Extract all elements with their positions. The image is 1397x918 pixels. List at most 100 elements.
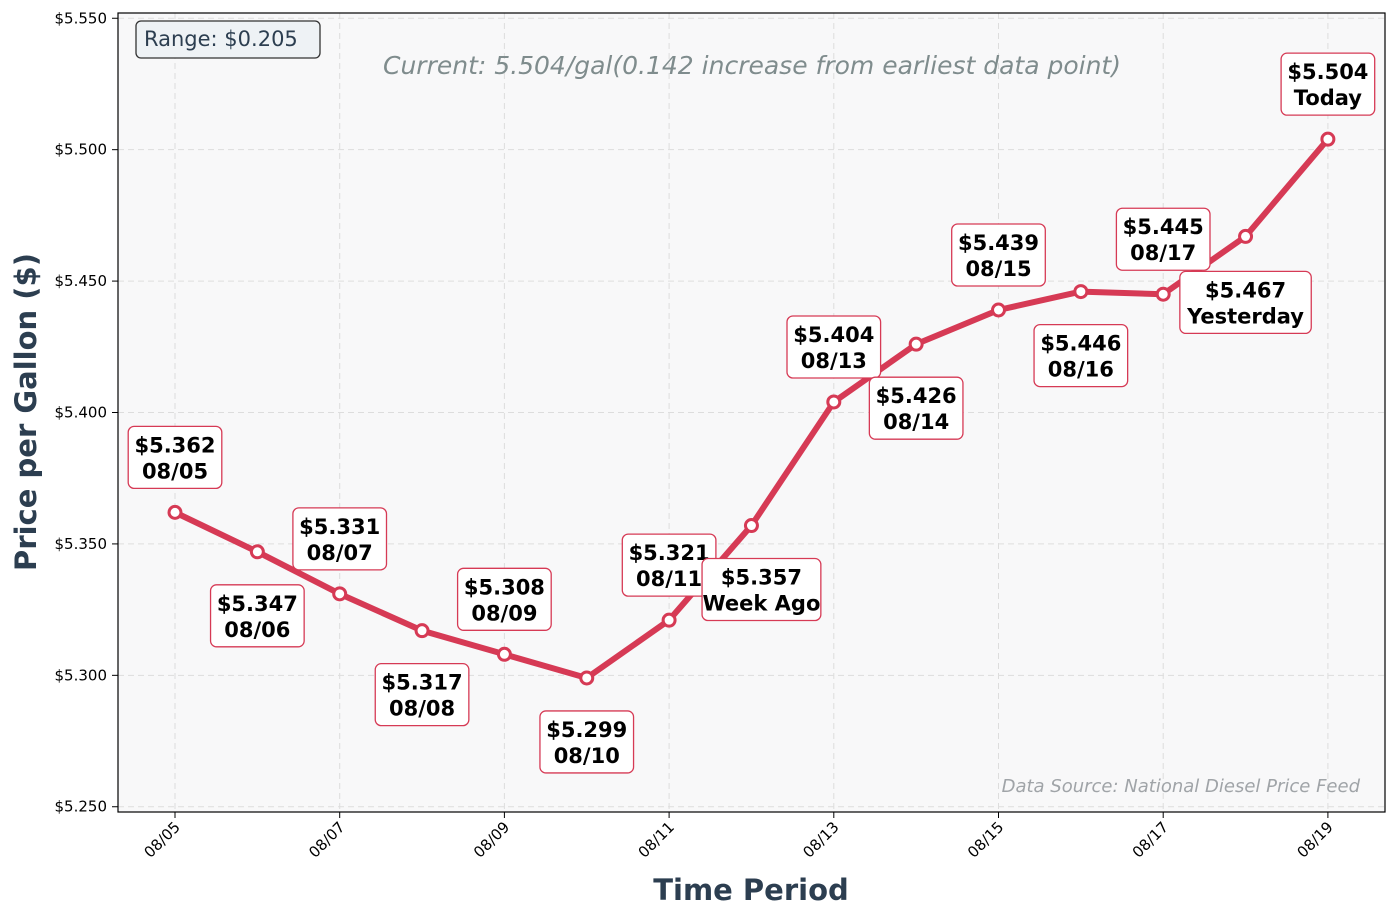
y-tick-label: $5.500 (55, 141, 108, 159)
point-label-price: $5.404 (793, 323, 874, 347)
data-point (908, 336, 924, 352)
point-label-date: 08/17 (1130, 241, 1196, 265)
point-label-date: 08/08 (389, 697, 455, 721)
data-point (579, 670, 595, 686)
point-label-price: $5.317 (382, 671, 463, 695)
point-label-date: 08/10 (554, 744, 620, 768)
y-tick-label: $5.400 (55, 404, 108, 422)
point-label-price: $5.504 (1287, 60, 1368, 84)
x-tick-label: 08/07 (305, 818, 348, 861)
point-label-date: 08/16 (1048, 358, 1114, 382)
data-point (167, 504, 183, 520)
point-label-box (868, 376, 964, 440)
point-label-date: 08/14 (883, 410, 949, 434)
x-tick-label: 08/09 (470, 818, 513, 861)
point-label-date: 08/05 (142, 459, 208, 483)
point-label-price: $5.347 (217, 592, 298, 616)
point-label-date: 08/07 (307, 541, 373, 565)
point-label-date: 08/13 (801, 349, 867, 373)
x-tick-label: 08/17 (1129, 818, 1172, 861)
x-tick-label: 08/19 (1293, 818, 1336, 861)
point-label-date: 08/11 (636, 567, 702, 591)
point-label-date: Week Ago (703, 592, 821, 616)
point-label-date: 08/09 (471, 601, 537, 625)
current-annotation: Current: 5.504/gal(0.142 increase from e… (383, 51, 1121, 80)
point-label-box (209, 584, 305, 648)
data-point (991, 302, 1006, 318)
point-label-price: $5.446 (1040, 332, 1121, 356)
range-text: Range: $0.205 (144, 27, 298, 51)
y-tick-label: $5.550 (55, 9, 108, 27)
point-label-box (456, 567, 552, 631)
point-label-box (1033, 323, 1129, 388)
point-label-price: $5.308 (464, 575, 545, 599)
range-box (135, 20, 321, 59)
source-annotation: Data Source: National Diesel Price Feed (1002, 776, 1361, 797)
point-label-box (539, 710, 635, 774)
point-label-box (1280, 52, 1376, 116)
data-point (249, 544, 265, 560)
point-label-price: $5.467 (1205, 278, 1286, 302)
point-label-price: $5.362 (134, 433, 215, 457)
data-point (414, 623, 430, 639)
point-label-layer: $5.36208/05$5.34708/06$5.33108/07$5.3170… (127, 52, 1376, 774)
point-label-price: $5.445 (1123, 215, 1204, 239)
x-tick-label: 08/11 (635, 818, 678, 861)
point-label-box (374, 662, 470, 727)
data-point (1155, 286, 1171, 302)
data-point (332, 586, 348, 602)
point-label-date: Today (1294, 86, 1363, 110)
point-label-price: $5.331 (299, 515, 380, 539)
point-label-price: $5.299 (546, 718, 627, 742)
y-tick-label: $5.450 (55, 272, 108, 290)
point-label-date: 08/15 (965, 257, 1031, 281)
range-annotation: Range: $0.205 (135, 20, 321, 59)
data-point (496, 646, 512, 662)
data-point (1073, 284, 1089, 300)
point-label-date: 08/06 (224, 618, 290, 642)
y-tick-label: $5.250 (55, 798, 108, 816)
point-label-price: $5.357 (721, 566, 802, 590)
point-label-box (1179, 270, 1312, 335)
y-axis: $5.250 $5.300 $5.350 $5.400 $5.450 $5.500 $5.5… (55, 9, 118, 816)
y-tick-label: $5.300 (55, 666, 108, 684)
point-label-date: Yesterday (1186, 304, 1304, 328)
point-label-box (1115, 207, 1211, 271)
x-tick-label: 08/15 (964, 818, 1007, 861)
point-label-price: $5.321 (629, 541, 710, 565)
point-label-box (701, 557, 822, 622)
data-point (743, 518, 759, 534)
data-point (1320, 131, 1336, 147)
point-label-price: $5.426 (876, 384, 957, 408)
y-axis-label: Price per Gallon ($) (9, 253, 43, 571)
data-point (826, 394, 842, 410)
x-tick-label: 08/05 (141, 818, 184, 861)
data-point (661, 612, 677, 628)
point-label-box (786, 315, 882, 379)
point-label-price: $5.439 (958, 231, 1039, 255)
x-axis-label: Time Period (653, 873, 849, 907)
point-label-box (951, 223, 1046, 287)
x-tick-label: 08/13 (799, 818, 842, 861)
point-label-box (127, 425, 223, 490)
x-axis: 08/05 08/07 08/09 08/11 08/13 08/15 08/17 08/19 (141, 812, 1337, 861)
point-label-box (292, 507, 388, 571)
data-point (1238, 228, 1254, 244)
y-tick-label: $5.350 (55, 535, 108, 553)
